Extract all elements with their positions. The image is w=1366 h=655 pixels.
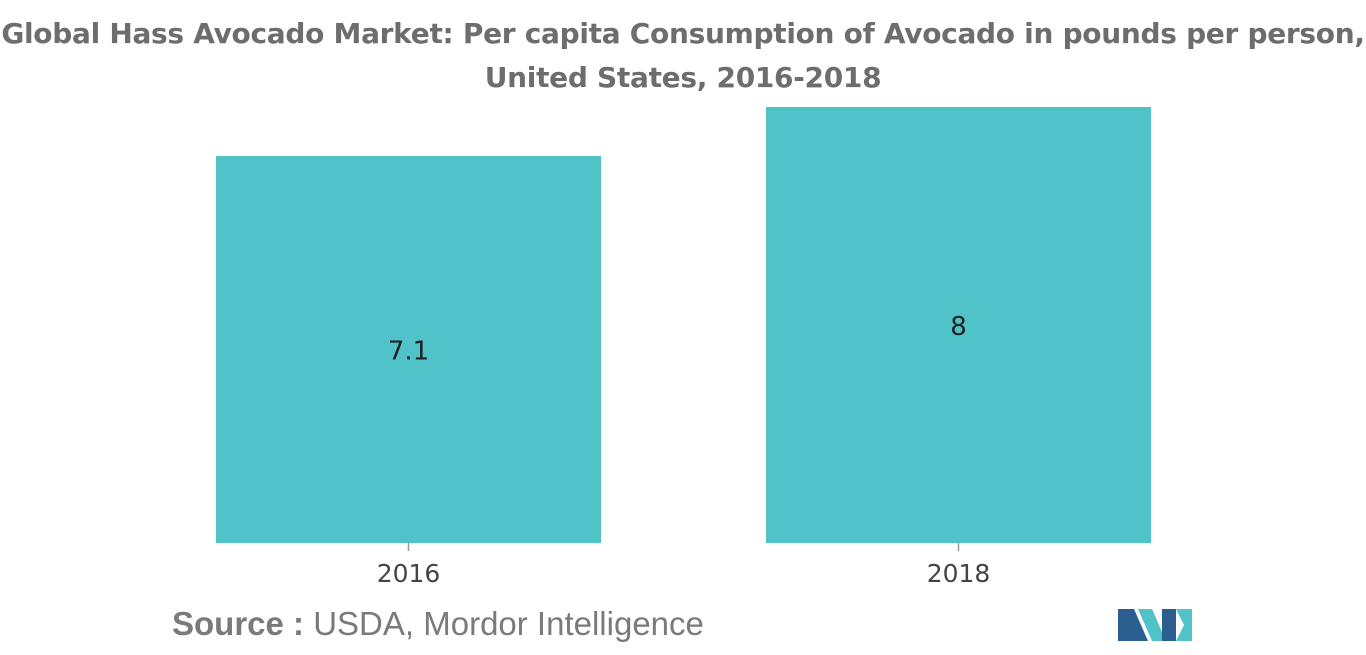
chart-title: Global Hass Avocado Market: Per capita C…	[0, 12, 1366, 100]
x-tick-label-2016: 2016	[377, 559, 441, 588]
chart-title-line-2: United States, 2016-2018	[484, 61, 882, 94]
source-label: Source :	[172, 605, 305, 642]
logo-shape-right	[1162, 609, 1176, 641]
x-tick-label-2018: 2018	[927, 559, 991, 588]
bar-2016	[216, 156, 601, 544]
logo-shape-left	[1118, 609, 1148, 641]
chart-title-line-1: Global Hass Avocado Market: Per capita C…	[1, 17, 1365, 50]
source-note: Source : USDA, Mordor Intelligence	[172, 605, 704, 643]
bar-2018	[766, 107, 1151, 543]
data-label-2016: 7.1	[388, 337, 429, 367]
logo-shape-middle	[1138, 609, 1166, 641]
data-label-2018: 8	[950, 312, 967, 342]
logo-shape-accent	[1176, 609, 1192, 641]
source-text: USDA, Mordor Intelligence	[313, 605, 704, 642]
bar-chart: 7.1 2016 8 2018	[216, 107, 1151, 588]
mordor-intelligence-logo-icon	[1118, 609, 1192, 641]
